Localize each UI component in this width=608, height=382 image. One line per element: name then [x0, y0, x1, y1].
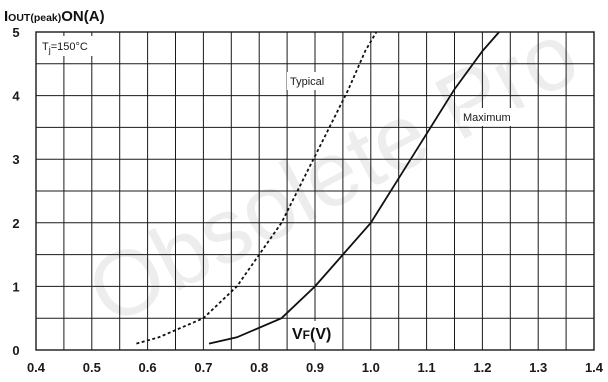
x-tick-label: 1.2 — [473, 360, 491, 375]
x-tick-label: 1.4 — [585, 360, 604, 375]
plot-frame — [35, 31, 595, 351]
condition-value: =150°C — [51, 41, 88, 53]
x-tick-label: 0.9 — [306, 360, 324, 375]
x-axis-title-unit: (V) — [310, 326, 331, 343]
condition-subscript: j — [48, 45, 51, 55]
x-axis-title-background — [290, 321, 342, 343]
typical-label-background — [287, 72, 335, 90]
maximum-series-label: Maximum — [463, 112, 511, 124]
x-tick-labels: 0.4 0.5 0.6 0.7 0.8 0.9 1.0 1.1 1.2 1.3 1.4 — [27, 360, 604, 375]
x-axis-title-subscript: F — [303, 328, 310, 342]
y-tick-label: 1 — [12, 279, 19, 294]
y-tick-label: 3 — [12, 152, 19, 167]
watermark-text: Obsolete Pro — [72, 3, 594, 345]
x-axis-title-main: V — [292, 326, 303, 343]
typical-series-label: Typical — [290, 76, 324, 88]
x-tick-label: 0.4 — [27, 360, 46, 375]
y-axis-title-subscript: OUT(peak) — [8, 12, 61, 24]
x-tick-label: 0.6 — [139, 360, 157, 375]
y-tick-labels: 0 1 2 3 4 5 — [12, 25, 20, 358]
condition-prefix: T — [42, 41, 49, 53]
y-axis-title-unit: ON(A) — [61, 8, 104, 25]
x-tick-label: 1.0 — [362, 360, 380, 375]
typical-curve — [136, 31, 378, 345]
series-layer — [136, 31, 500, 345]
x-tick-label: 1.1 — [418, 360, 436, 375]
grid — [36, 32, 594, 350]
y-axis-title-main: I — [4, 8, 8, 25]
maximum-label-background — [460, 108, 526, 126]
x-tick-label: 0.5 — [83, 360, 101, 375]
maximum-curve — [208, 31, 500, 345]
y-axis-title: IOUT(peak)ON(A) — [4, 8, 105, 25]
condition-label-background — [40, 36, 100, 56]
y-tick-label: 2 — [12, 216, 19, 231]
x-axis-title: VF(V) — [292, 326, 331, 343]
y-tick-label: 4 — [12, 89, 20, 104]
y-tick-label: 5 — [12, 25, 19, 40]
x-tick-label: 0.8 — [250, 360, 268, 375]
x-tick-label: 0.7 — [194, 360, 212, 375]
y-tick-label: 0 — [12, 343, 19, 358]
x-tick-label: 1.3 — [529, 360, 547, 375]
junction-temperature-label: Tj=150°C — [42, 41, 88, 55]
